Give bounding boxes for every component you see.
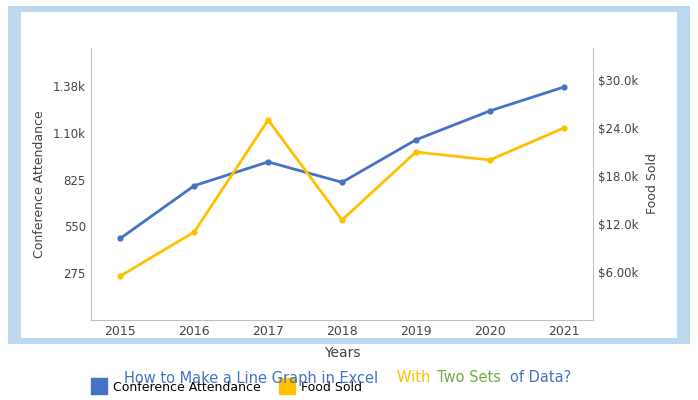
Legend: Conference Attendance, Food Sold: Conference Attendance, Food Sold <box>92 381 362 394</box>
Text: Two Sets: Two Sets <box>437 370 506 386</box>
X-axis label: Years: Years <box>324 346 360 360</box>
Text: How to Make a Line Graph in Excel: How to Make a Line Graph in Excel <box>124 370 383 386</box>
Y-axis label: Conference Attendance: Conference Attendance <box>33 110 46 258</box>
Y-axis label: Food Sold: Food Sold <box>646 154 659 214</box>
Text: With: With <box>397 370 435 386</box>
Text: of Data?: of Data? <box>510 370 571 386</box>
